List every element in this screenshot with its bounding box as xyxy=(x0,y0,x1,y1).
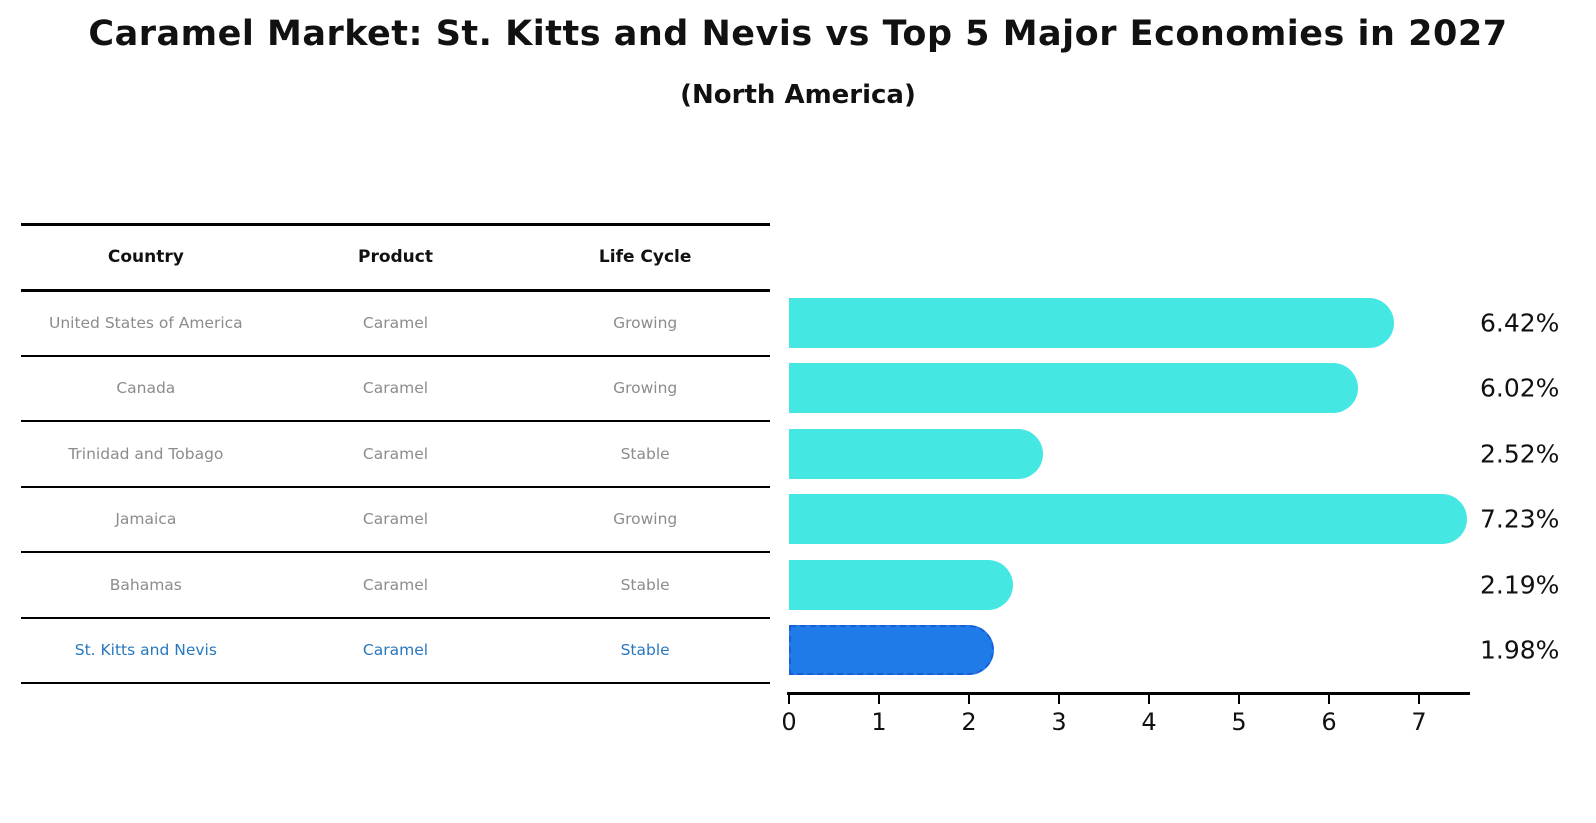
x-axis-tick-label: 6 xyxy=(1321,708,1337,736)
table-cell-row4-col0: Bahamas xyxy=(109,575,182,594)
bar-value-label: 2.52% xyxy=(1480,439,1560,469)
x-axis-tick xyxy=(968,695,970,704)
table-cell-row2-col2: Stable xyxy=(620,444,670,463)
bar xyxy=(789,494,1467,545)
table-rule xyxy=(21,354,770,357)
table-cell-row1-col0: Canada xyxy=(116,379,176,398)
bar-value-label: 6.42% xyxy=(1480,308,1560,338)
table-cell-row3-col1: Caramel xyxy=(362,510,429,529)
x-axis-tick xyxy=(1238,695,1240,704)
x-axis-tick xyxy=(878,695,880,704)
x-axis-tick-label: 5 xyxy=(1231,708,1247,736)
bar xyxy=(789,428,1043,479)
table-cell-row4-col2: Stable xyxy=(620,575,670,594)
x-axis-tick-label: 2 xyxy=(961,708,977,736)
table-rule xyxy=(21,551,770,553)
table-cell-row0-col1: Caramel xyxy=(362,313,429,332)
table-header-life-cycle: Life Cycle xyxy=(598,247,692,267)
table-cell-row4-col1: Caramel xyxy=(362,575,429,594)
table-rule-heavy xyxy=(21,289,770,292)
table-rule xyxy=(21,420,770,422)
table-header-country: Country xyxy=(107,247,184,267)
chart-title: Caramel Market: St. Kitts and Nevis vs T… xyxy=(88,14,1508,54)
bar xyxy=(789,559,1014,610)
table-rule xyxy=(21,682,770,684)
chart-subtitle: (North America) xyxy=(680,80,916,110)
x-axis-tick xyxy=(1058,695,1060,704)
bar xyxy=(789,363,1358,414)
bar-value-label: 2.19% xyxy=(1480,570,1560,600)
table-cell-row2-col0: Trinidad and Tobago xyxy=(68,444,224,463)
x-axis-tick-label: 1 xyxy=(871,708,887,736)
x-axis-tick xyxy=(1418,695,1420,704)
bar xyxy=(789,297,1394,348)
table-rule xyxy=(21,485,770,488)
table-cell-row2-col1: Caramel xyxy=(362,444,429,463)
table-cell-row3-col2: Growing xyxy=(613,510,678,529)
table-header-product: Product xyxy=(357,247,433,267)
x-axis-tick-label: 7 xyxy=(1411,708,1427,736)
bar-highlight xyxy=(789,625,995,676)
table-rule xyxy=(21,616,770,619)
x-axis-tick-label: 0 xyxy=(781,708,797,736)
table-cell-row0-col0: United States of America xyxy=(48,313,243,332)
table-cell-row1-col2: Growing xyxy=(613,379,678,398)
x-axis-line xyxy=(787,692,1470,695)
table-rule-heavy xyxy=(21,223,770,226)
table-cell-row1-col1: Caramel xyxy=(362,379,429,398)
table-cell-row0-col2: Growing xyxy=(613,313,678,332)
x-axis-tick-label: 3 xyxy=(1051,708,1067,736)
x-axis-tick xyxy=(1148,695,1150,704)
bar-value-label: 1.98% xyxy=(1480,635,1560,665)
table-cell-row5-col0: St. Kitts and Nevis xyxy=(74,641,217,660)
x-axis-tick xyxy=(1328,695,1330,704)
bar-value-label: 6.02% xyxy=(1480,373,1560,403)
x-axis-tick xyxy=(788,695,790,704)
table-cell-row3-col0: Jamaica xyxy=(115,510,177,529)
bar-value-label: 7.23% xyxy=(1480,504,1560,534)
x-axis-tick-label: 4 xyxy=(1141,708,1157,736)
table-cell-row5-col2: Stable xyxy=(620,641,670,660)
table-cell-row5-col1: Caramel xyxy=(362,641,429,660)
